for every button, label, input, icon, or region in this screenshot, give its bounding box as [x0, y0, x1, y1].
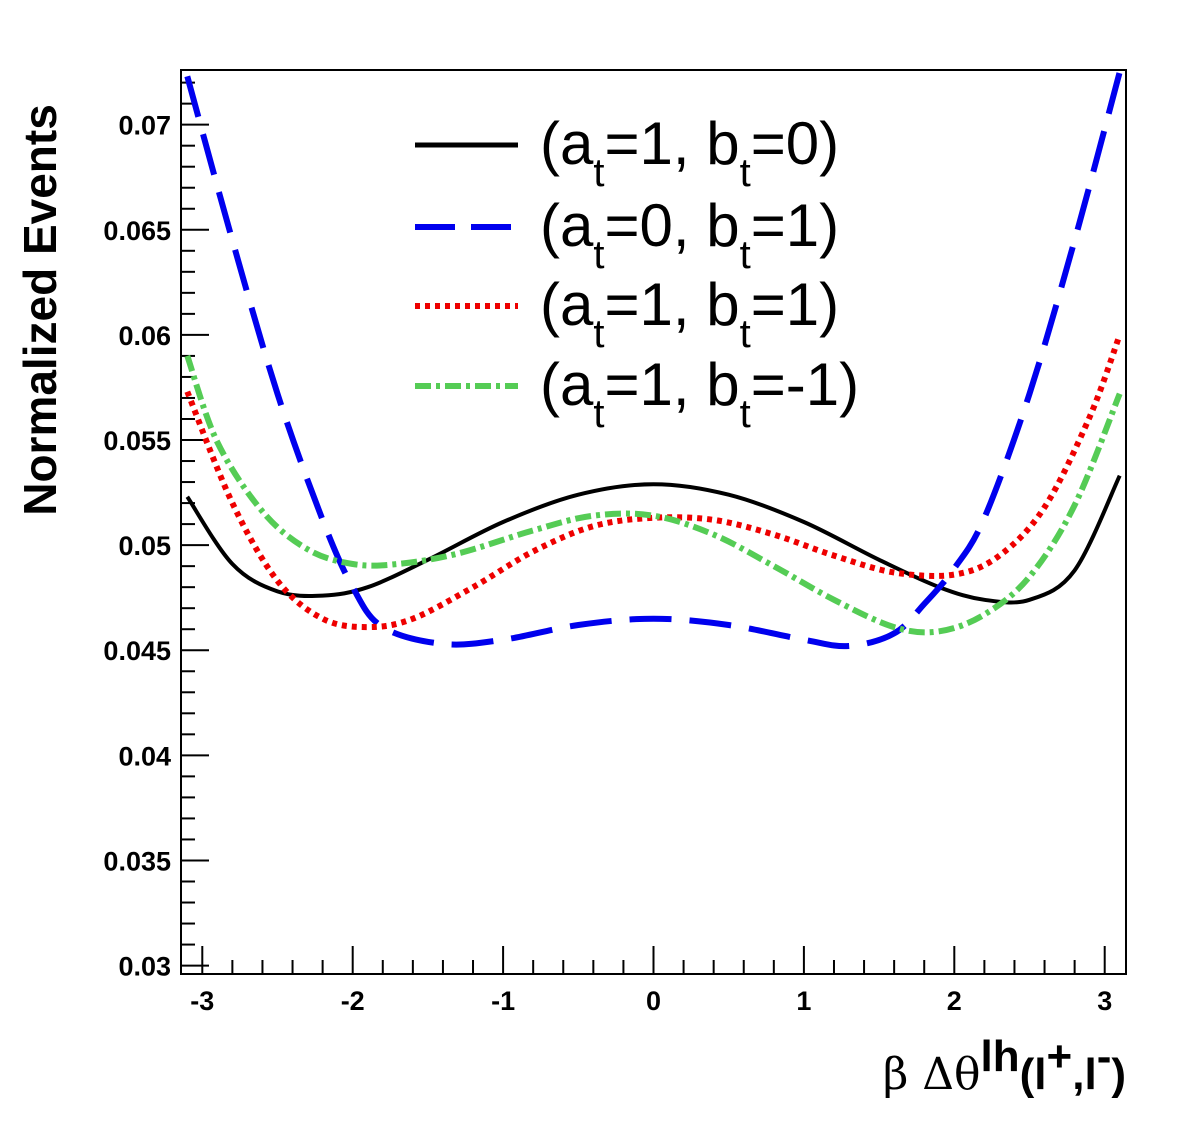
y-tick-label: 0.04 — [118, 741, 171, 771]
x-axis-delta-theta: Δθ — [922, 1049, 980, 1100]
legend-label-4: (at=1, bt=-1) — [540, 351, 859, 436]
x-axis-title: β Δθlh(l+,l-) — [883, 1032, 1126, 1100]
x-axis-beta: β — [883, 1049, 908, 1100]
x-axis-close: ) — [1111, 1050, 1126, 1099]
y-tick-label: 0.065 — [103, 216, 171, 246]
x-axis-comma: ,l — [1072, 1050, 1096, 1099]
legend-label-2: (at=0, bt=1) — [540, 192, 839, 277]
x-tick-label: 0 — [646, 986, 661, 1016]
legend-label-3: (at=1, bt=1) — [540, 271, 839, 356]
series-lines — [184, 71, 1123, 650]
x-tick-label: -3 — [190, 986, 214, 1016]
y-tick-label: 0.06 — [118, 321, 171, 351]
series-line-2 — [184, 71, 1123, 650]
x-tick-label: 2 — [947, 986, 962, 1016]
tick-labels: -3 -2 -1 0 1 2 3 0.03 0.035 0.04 0.045 0.05 0.055 0.0… — [103, 111, 1112, 1016]
y-tick-label: 0.055 — [103, 426, 171, 456]
x-axis-sup-lh: lh — [981, 1032, 1020, 1081]
y-tick-label: 0.045 — [103, 636, 171, 666]
x-tick-label: -2 — [341, 986, 365, 1016]
x-tick-label: 1 — [796, 986, 811, 1016]
tick-marks — [181, 81, 1106, 974]
x-tick-label: 3 — [1097, 986, 1112, 1016]
y-tick-label: 0.05 — [118, 531, 171, 561]
series-line-4 — [184, 354, 1123, 636]
y-tick-label: 0.035 — [103, 846, 171, 876]
y-axis-title: Normalized Events — [14, 104, 66, 516]
y-tick-label: 0.07 — [118, 111, 171, 141]
x-tick-label: -1 — [491, 986, 515, 1016]
legend: (at=1, bt=0) (at=0, bt=1) (at=1, bt=1) (… — [415, 110, 859, 436]
legend-label-1: (at=1, bt=0) — [540, 110, 839, 195]
x-axis-sup-plus: + — [1047, 1032, 1073, 1081]
y-tick-label: 0.03 — [118, 952, 171, 982]
x-axis-open: (l — [1020, 1050, 1047, 1099]
x-axis-sup-minus: - — [1097, 1032, 1112, 1081]
series-line-3 — [184, 333, 1123, 631]
